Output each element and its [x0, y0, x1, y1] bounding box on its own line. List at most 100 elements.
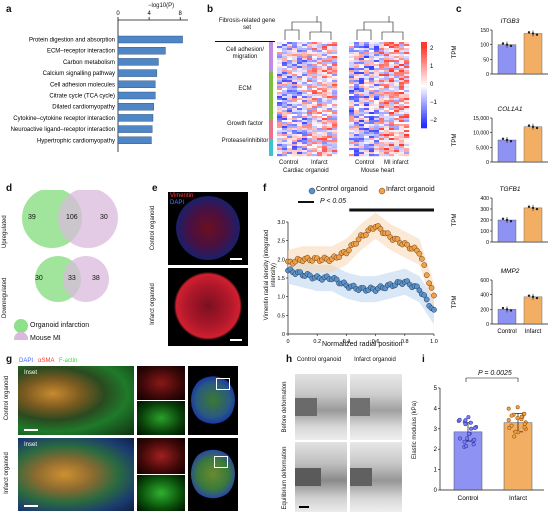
b-heat-cell [404, 116, 410, 119]
b-heat-cell [364, 94, 370, 97]
b-heat-cell [327, 124, 333, 127]
b-heat-cell [287, 112, 293, 115]
b-heat-cell [404, 46, 410, 49]
b-heat-cell [292, 56, 298, 59]
b-heat-cell [297, 140, 303, 143]
b-heat-cell [384, 92, 390, 95]
b-heat-cell [404, 138, 410, 141]
b-heat-cell [332, 74, 338, 77]
b-heat-cell [312, 90, 318, 93]
b-heat-cell [354, 150, 360, 153]
c-point [509, 140, 513, 143]
b-heat-cell [379, 132, 385, 135]
b-heat-cell [292, 108, 298, 111]
b-heat-cell [322, 142, 328, 145]
c-point [505, 308, 509, 311]
b-heat-cell [404, 134, 410, 137]
b-heat-cell [277, 120, 283, 123]
c-tick-label: 300 [480, 207, 489, 213]
b-heat-cell [322, 144, 328, 147]
b-heat-cell [359, 48, 365, 51]
b-heat-cell [307, 90, 313, 93]
b-heat-cell [349, 102, 355, 105]
pipette [295, 468, 321, 486]
b-heat-cell [302, 70, 308, 73]
panel-a-axis-label: −log10(P) [148, 3, 175, 9]
b-heat-cell [404, 84, 410, 87]
b-heat-cell [322, 118, 328, 121]
b-heat-cell [364, 56, 370, 59]
b-heat-cell [354, 134, 360, 137]
b-heat-cell [302, 76, 308, 79]
b-heat-cell [379, 92, 385, 95]
b-heat-cell [297, 84, 303, 87]
b-heat-cell [297, 136, 303, 139]
b-heat-cell [312, 150, 318, 153]
b-heat-cell [369, 86, 375, 89]
panel-b-group-2: Mouse heart [361, 168, 395, 174]
panel-g-infarct-label-wrap: Infarct organoid [4, 440, 16, 510]
b-heat-cell [364, 126, 370, 129]
b-heat-cell [404, 66, 410, 69]
b-heat-cell [399, 96, 405, 99]
b-heat-cell [389, 112, 395, 115]
b-heat-cell [354, 54, 360, 57]
b-heat-cell [394, 154, 400, 157]
b-heat-cell [364, 62, 370, 65]
b-heat-cell [389, 106, 395, 109]
b-heat-cell [312, 64, 318, 67]
b-heat-cell [374, 132, 380, 135]
b-heat-cell [379, 152, 385, 155]
b-heat-cell [287, 154, 293, 157]
b-heat-cell [327, 100, 333, 103]
b-heat-cell [389, 62, 395, 65]
b-heat-cell [317, 146, 323, 149]
b-heat-cell [322, 120, 328, 123]
b-heat-cell [349, 112, 355, 115]
b-heat-cell [322, 52, 328, 55]
b-heat-cell [307, 140, 313, 143]
b-heat-cell [297, 134, 303, 137]
a-bar [117, 69, 158, 77]
b-heat-cell [354, 98, 360, 101]
b-heat-cell [349, 86, 355, 89]
b-heat-cell [282, 78, 288, 81]
b-heat-cell [349, 44, 355, 47]
b-heat-cell [399, 72, 405, 75]
b-heat-cell [317, 60, 323, 63]
b-heat-cell [317, 150, 323, 153]
b-heat-cell [297, 66, 303, 69]
b-heat-cell [404, 52, 410, 55]
b-heat-cell [364, 120, 370, 123]
b-heat-cell [277, 90, 283, 93]
b-heat-cell [327, 54, 333, 57]
b-heat-cell [359, 46, 365, 49]
b-heat-cell [317, 110, 323, 113]
b-heat-cell [282, 112, 288, 115]
b-heat-cell [384, 44, 390, 47]
c-tick-label: 400 [480, 293, 489, 299]
b-heat-cell [317, 68, 323, 71]
b-heat-cell [394, 86, 400, 89]
b-heat-cell [354, 132, 360, 135]
scale-bar [299, 506, 309, 508]
b-heat-cell [302, 136, 308, 139]
b-heat-cell [317, 50, 323, 53]
b-heat-cell [399, 100, 405, 103]
b-heat-cell [292, 94, 298, 97]
b-heat-cell [359, 64, 365, 67]
b-heat-cell [312, 124, 318, 127]
b-heat-cell [297, 102, 303, 105]
b-heat-cell [399, 78, 405, 81]
control-whole-organoid [191, 375, 235, 425]
panel-label-c: c [456, 4, 462, 15]
b-colorbar-cell [421, 89, 427, 92]
b-heat-cell [277, 118, 283, 121]
b-heat-cell [327, 68, 333, 71]
panel-g-infarct-asma [137, 438, 185, 474]
b-heat-cell [399, 70, 405, 73]
b-heat-cell [349, 116, 355, 119]
b-heat-cell [277, 62, 283, 65]
b-heat-cell [332, 86, 338, 89]
b-colorbar-cell [421, 106, 427, 109]
